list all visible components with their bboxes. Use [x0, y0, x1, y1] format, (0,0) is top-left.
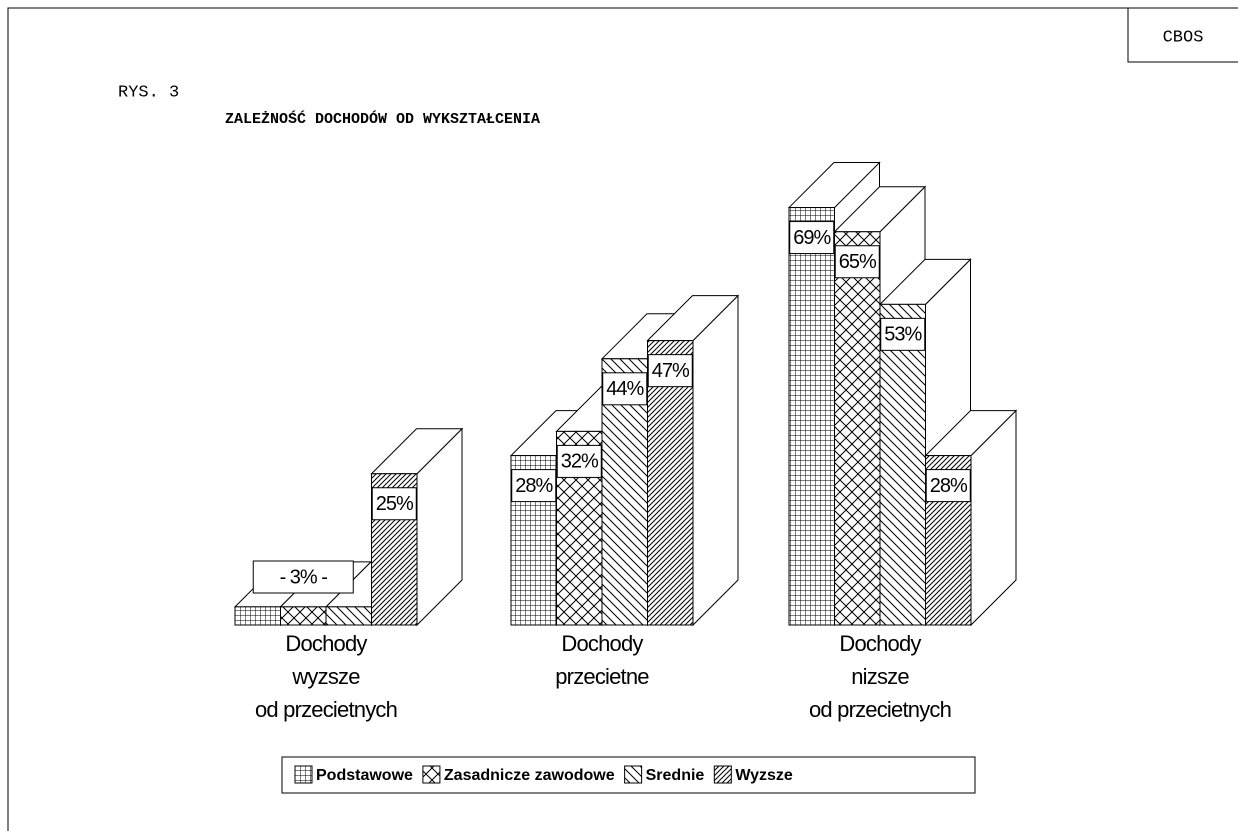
- value-label-box: [925, 469, 971, 503]
- value-label-box: [252, 560, 354, 594]
- bar: [879, 303, 926, 626]
- source: CBOS: [1163, 28, 1204, 47]
- legend-label: Srednie: [646, 767, 705, 784]
- bar: [788, 207, 835, 626]
- x-tick-label: Dochody: [285, 631, 367, 656]
- source-box: [1127, 8, 1238, 63]
- value-label: 44%: [606, 378, 644, 400]
- legend-label: Zasadnicze zawodowe: [444, 767, 615, 784]
- value-label: 53%: [884, 324, 922, 346]
- frame: [7, 7, 1238, 831]
- legend-swatch: [624, 765, 643, 784]
- chart-title: ZALEŻNOŚĆ DOCHODÓW OD WYKSZTAŁCENIA: [225, 110, 540, 128]
- legend-swatch: [713, 765, 732, 784]
- x-tick-label: przecietne: [555, 664, 649, 689]
- value-label-box: [511, 469, 557, 503]
- x-tick-label: nizsze: [851, 664, 909, 689]
- value-label: 32%: [561, 451, 599, 473]
- value-label: 25%: [376, 493, 414, 515]
- legend-label: Podstawowe: [316, 767, 413, 784]
- x-tick-label: Dochody: [561, 631, 643, 656]
- legend-label: Wyzsze: [735, 767, 793, 784]
- value-label: 69%: [793, 227, 831, 249]
- x-tick-label: wyzsze: [291, 664, 360, 689]
- value-label-box: [371, 487, 417, 521]
- x-tick-label: Dochody: [839, 631, 921, 656]
- value-label-box: [880, 317, 926, 351]
- bar-side: [692, 294, 739, 627]
- bar: [280, 606, 327, 626]
- value-label: 28%: [515, 475, 553, 497]
- bar: [325, 606, 372, 626]
- bar: [234, 606, 281, 626]
- value-label-box: [602, 372, 648, 406]
- legend-swatch: [294, 765, 313, 784]
- value-label-box: [556, 444, 602, 478]
- value-label: 47%: [652, 360, 690, 382]
- legend-swatch: [422, 765, 441, 784]
- bar: [834, 231, 881, 626]
- figure-number: RYS. 3: [118, 83, 179, 102]
- x-tick-label: od przecietnych: [809, 697, 951, 722]
- value-label-box: [647, 354, 693, 388]
- value-label: - 3% -: [280, 566, 328, 588]
- value-label-box: [834, 245, 880, 279]
- value-label: 28%: [930, 475, 968, 497]
- value-label-box: [789, 221, 835, 255]
- x-tick-label: od przecietnych: [255, 697, 397, 722]
- value-label: 65%: [839, 251, 877, 273]
- bar: [647, 340, 694, 626]
